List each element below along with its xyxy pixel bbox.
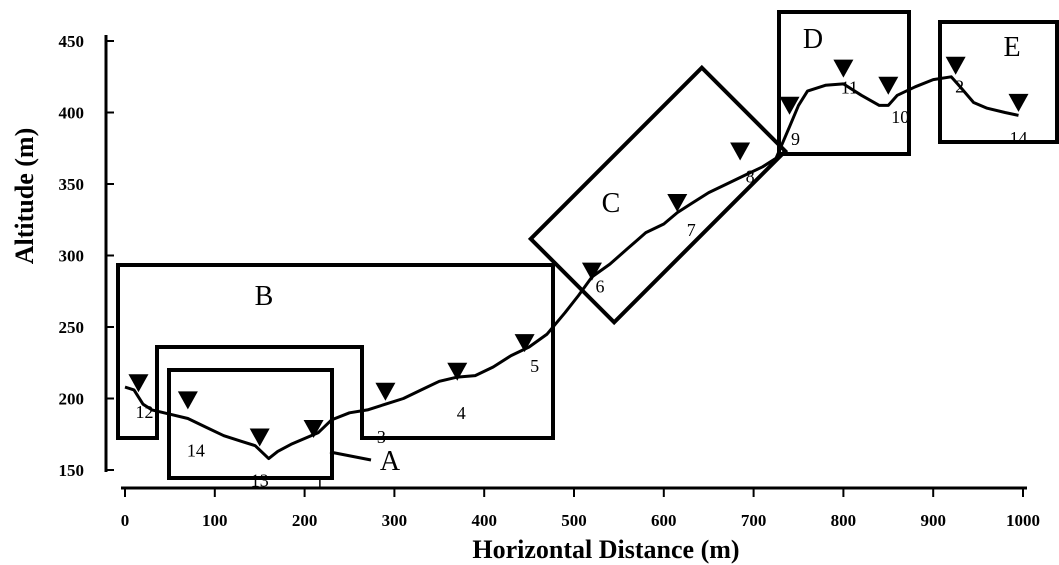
y-axis-title: Altitude (m) xyxy=(10,128,39,264)
region-d-box xyxy=(777,10,911,156)
region-e-box xyxy=(938,20,1059,144)
station-label: 11 xyxy=(841,78,858,98)
station-marker xyxy=(249,428,270,447)
station-marker xyxy=(177,391,198,410)
y-tick-label: 200 xyxy=(59,390,85,409)
station-marker xyxy=(303,419,324,438)
station-marker xyxy=(581,262,602,281)
x-tick-label: 300 xyxy=(382,511,408,530)
station-label: 1 xyxy=(315,472,324,492)
region-c-box xyxy=(527,64,789,326)
station-marker xyxy=(667,194,688,213)
x-tick-label: 1000 xyxy=(1006,511,1040,530)
y-tick-label: 150 xyxy=(59,461,85,480)
station-label: 8 xyxy=(746,167,755,187)
station-label: 13 xyxy=(251,471,269,491)
axes: 150 200 250 300 350 400 450 0 100 200 300 400 500 600… xyxy=(59,32,1041,530)
station-marker xyxy=(375,382,396,401)
station-label: 9 xyxy=(791,129,800,149)
station-label: 10 xyxy=(891,107,909,127)
region-label: E xyxy=(1003,32,1020,63)
x-tick-label: 800 xyxy=(831,511,857,530)
station-label: 2 xyxy=(955,77,964,97)
x-tick-label: 200 xyxy=(292,511,318,530)
x-tick-label: 400 xyxy=(471,511,497,530)
y-tick-label: 250 xyxy=(59,318,85,337)
station-label: 4 xyxy=(457,403,466,423)
station-label: 7 xyxy=(687,220,696,240)
x-tick-label: 600 xyxy=(651,511,677,530)
profile xyxy=(124,75,1019,461)
station-label: 14 xyxy=(1010,128,1028,148)
region-label: A xyxy=(380,446,401,477)
region-b-box xyxy=(116,263,555,440)
y-tick-label: 450 xyxy=(59,32,85,51)
y-tick-label: 300 xyxy=(59,247,85,266)
region-a-leader xyxy=(329,450,372,462)
station-marker xyxy=(730,142,751,161)
x-tick-label: 900 xyxy=(920,511,946,530)
region-label: C xyxy=(602,188,621,219)
region-label: B xyxy=(255,281,274,312)
station-label: 12 xyxy=(135,402,153,422)
y-tick-label: 400 xyxy=(59,104,85,123)
station-label: 6 xyxy=(595,277,604,297)
x-tick-label: 500 xyxy=(561,511,587,530)
x-axis-title: Horizontal Distance (m) xyxy=(472,535,739,564)
station-marker xyxy=(1008,93,1029,112)
x-tick-label: 700 xyxy=(741,511,767,530)
station-marker xyxy=(514,334,535,353)
region-boxes: A B C D E xyxy=(116,10,1059,480)
station-label: 3 xyxy=(377,427,386,447)
station-label: 5 xyxy=(530,356,539,376)
altitude-profile-line xyxy=(124,75,1019,461)
y-tick-label: 350 xyxy=(59,175,85,194)
x-tick-label: 100 xyxy=(202,511,228,530)
region-a-box xyxy=(167,368,334,480)
x-tick-label: 0 xyxy=(121,511,130,530)
region-label: D xyxy=(803,24,823,55)
station-marker xyxy=(945,56,966,75)
station-label: 14 xyxy=(187,440,205,460)
station-marker xyxy=(833,59,854,78)
station-marker xyxy=(447,362,468,381)
station-marker xyxy=(128,374,149,393)
station-marker xyxy=(779,96,800,115)
station-marker xyxy=(878,76,899,95)
